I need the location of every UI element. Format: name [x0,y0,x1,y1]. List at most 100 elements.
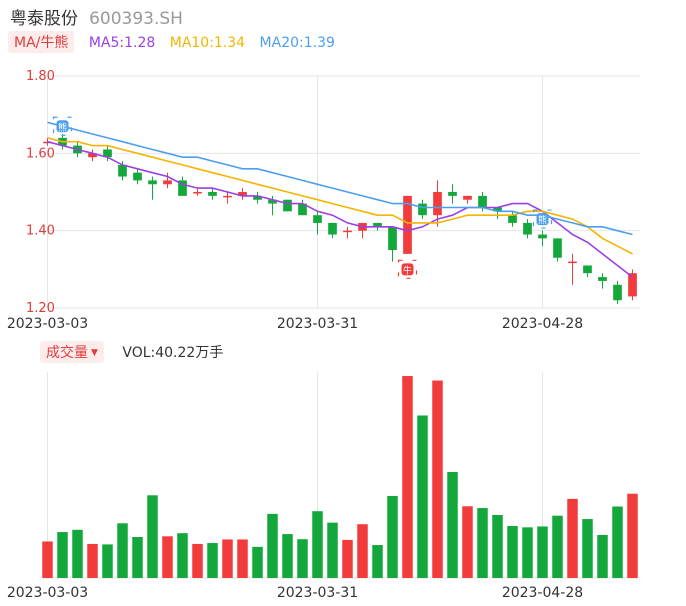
candle-body [223,195,232,198]
marker-frame [52,116,73,136]
stock-name: 粤泰股份 [10,9,78,29]
volume-bar [267,513,278,578]
candle-body [313,215,322,223]
candle-body [328,222,337,235]
signal-marker-icon: 熊 [532,209,553,229]
volume-x-tick-label: 2023-03-31 [277,585,358,601]
volume-bar [147,495,158,578]
y-tick-label: 1.60 [26,146,55,161]
ma10-legend: MA10:1.34 [169,35,246,51]
candle-body [448,192,457,196]
volume-bar [282,534,293,578]
candle-body [178,180,187,196]
candle-body [268,199,277,204]
volume-bar [342,539,353,578]
ma20-legend: MA20:1.39 [259,35,335,51]
volume-bar [462,506,473,578]
volume-x-tick-label: 2023-03-03 [7,585,88,601]
volume-x-tick-label: 2023-04-28 [502,585,583,601]
x-tick-label: 2023-04-28 [502,316,583,332]
candle-body [418,203,427,216]
volume-bar [372,545,383,578]
candle-body [133,172,142,181]
candle-body [208,192,217,196]
candle-body [598,277,607,281]
candle-body [103,149,112,158]
stock-code: 600393.SH [89,9,183,29]
volume-bar [237,539,248,578]
candle-body [433,192,442,216]
y-tick-label: 1.20 [26,301,55,316]
volume-bar [207,543,218,578]
signal-marker-icon: 熊 [52,116,73,136]
candle-body [613,284,622,301]
candle-body [298,203,307,216]
signal-marker-icon: 牛 [397,259,418,279]
moving-average-lines [47,121,633,278]
volume-bar [477,508,488,578]
marker-label: 熊 [538,214,547,226]
ma20-line [47,121,633,236]
candle-body [568,261,577,264]
price-grid [40,75,640,309]
volume-bar [312,511,323,578]
volume-bar [297,539,308,578]
volume-bar [327,522,338,578]
x-tick-label: 2023-03-03 [7,316,88,332]
date-axis-labels: 2023-03-03 2023-03-31 2023-04-28 [7,316,583,332]
marker-badge [401,263,414,276]
candle-body [553,238,562,258]
volume-bar [87,543,98,578]
candle-body [88,153,97,158]
candle-body [388,226,397,250]
volume-bar [387,495,398,578]
volume-bar [72,529,83,578]
volume-bar [582,519,593,578]
candle-body [493,207,502,212]
candle-body [253,195,262,200]
volume-bar [627,493,638,578]
candle-body [163,180,172,185]
dropdown-arrow-icon: ▼ [91,348,98,358]
volume-legend: 成交量 ▼ VOL:40.22万手 [40,341,223,363]
ma10-line [47,137,633,255]
ma-bull-bear-button[interactable]: MA/牛熊 [8,31,75,53]
volume-bar [117,523,128,578]
volume-bar [357,524,368,578]
candle-body [238,192,247,196]
volume-bar [102,544,113,578]
ma-legend: MA/牛熊 MA5:1.28 MA10:1.34 MA20:1.39 [8,31,335,53]
candle-body [193,192,202,194]
volume-bars [42,376,638,578]
y-tick-label: 1.80 [26,69,55,84]
volume-grid [40,372,640,579]
candle-body [403,195,412,254]
candle-body [148,180,157,185]
volume-bar [537,526,548,578]
ma5-line [47,140,633,278]
volume-bar [567,498,578,578]
volume-indicator-dropdown[interactable]: 成交量 ▼ [40,341,104,363]
marker-badge [56,120,69,133]
candle-body [628,273,637,297]
volume-bar [597,534,608,578]
marker-frame [397,259,418,279]
volume-bar [57,532,68,578]
volume-bar [552,515,563,578]
candle-body [538,234,547,239]
volume-bar [522,527,533,578]
volume-date-labels: 2023-03-03 2023-03-31 2023-04-28 [7,585,583,601]
candle-body [463,195,472,200]
x-tick-label: 2023-03-31 [277,316,358,332]
y-tick-label: 1.40 [26,224,55,239]
marker-label: 熊 [58,121,67,133]
volume-bar [42,541,53,578]
marker-frame [532,209,553,229]
volume-bar [402,376,413,578]
price-axis-labels: 1.80 1.60 1.40 1.20 [26,69,55,316]
candle-body [373,222,382,227]
volume-bar [447,471,458,578]
volume-bar [162,536,173,578]
volume-bar [507,525,518,578]
